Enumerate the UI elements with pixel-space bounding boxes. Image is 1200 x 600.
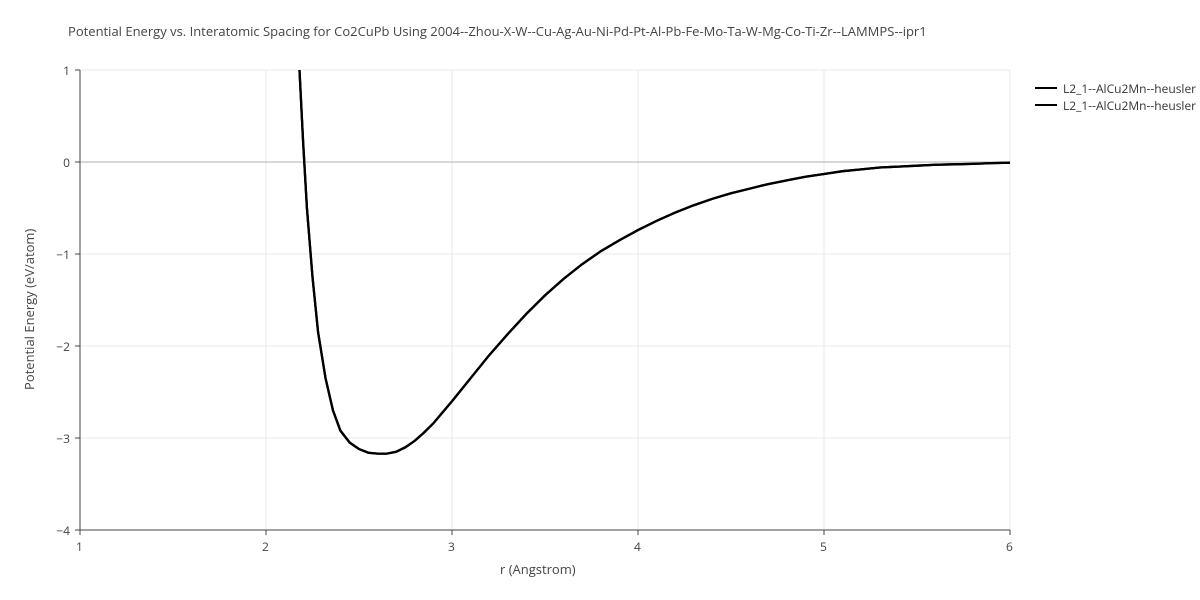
series-line[interactable] (299, 70, 1010, 454)
y-axis-label: Potential Energy (eV/atom) (20, 229, 38, 390)
x-tick-label: 2 (262, 538, 269, 555)
x-tick-label: 1 (76, 538, 83, 555)
y-tick-label: 1 (59, 62, 70, 79)
y-tick-label: −2 (52, 338, 70, 355)
x-axis-label: r (Angstrom) (500, 560, 576, 578)
legend-item[interactable]: L2_1--AlCu2Mn--heusler (1035, 80, 1196, 96)
legend-swatch (1035, 104, 1057, 106)
legend: L2_1--AlCu2Mn--heuslerL2_1--AlCu2Mn--heu… (1035, 80, 1196, 114)
y-tick-label: 0 (59, 154, 70, 171)
legend-item[interactable]: L2_1--AlCu2Mn--heusler (1035, 97, 1196, 113)
legend-label: L2_1--AlCu2Mn--heusler (1063, 80, 1196, 97)
chart-container: Potential Energy vs. Interatomic Spacing… (0, 0, 1200, 600)
y-tick-label: −3 (52, 430, 70, 447)
legend-swatch (1035, 87, 1057, 89)
series-line[interactable] (299, 70, 1010, 454)
y-tick-label: −1 (52, 246, 70, 263)
x-tick-label: 4 (634, 538, 641, 555)
y-tick-label: −4 (52, 522, 70, 539)
x-tick-label: 3 (448, 538, 455, 555)
chart-svg[interactable] (0, 0, 1200, 600)
x-tick-label: 6 (1006, 538, 1013, 555)
x-tick-label: 5 (820, 538, 827, 555)
legend-label: L2_1--AlCu2Mn--heusler (1063, 97, 1196, 114)
